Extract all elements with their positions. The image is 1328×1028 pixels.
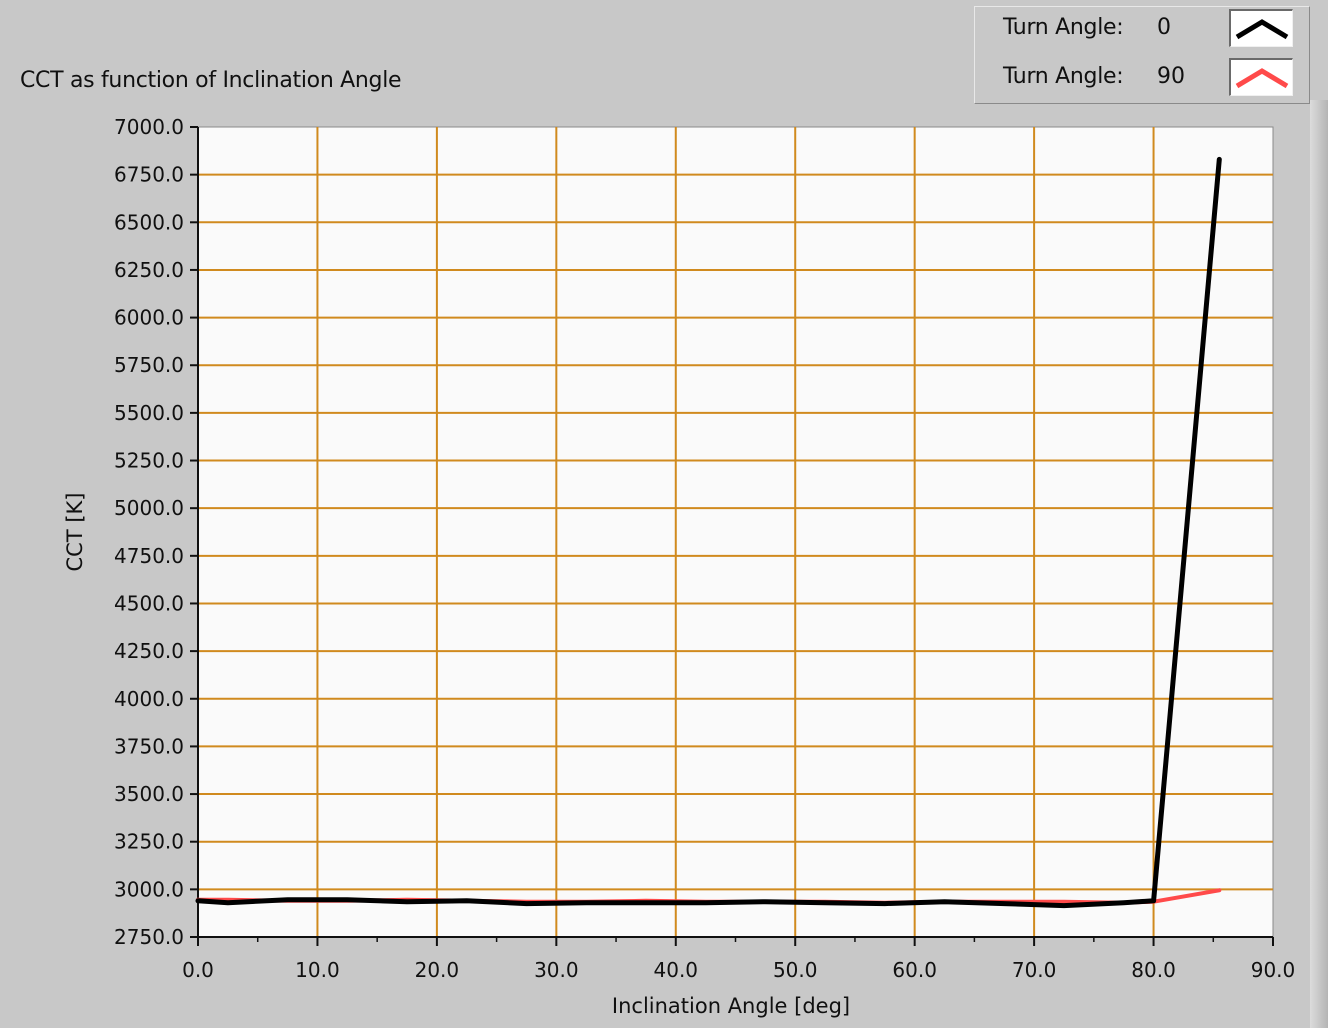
- y-tick-label: 5000.0: [114, 496, 184, 520]
- x-tick-label: 40.0: [654, 958, 699, 982]
- y-tick-label: 6000.0: [114, 306, 184, 330]
- y-tick-label: 3250.0: [114, 830, 184, 854]
- x-tick-label: 60.0: [892, 958, 937, 982]
- legend-label: Turn Angle:: [1003, 15, 1124, 40]
- plot-legend: Turn Angle: 0 Turn Angle: 90: [974, 6, 1310, 104]
- y-tick-label: 6750.0: [114, 163, 184, 187]
- panel-edge-strip: [1310, 100, 1328, 1028]
- series-group: [195, 156, 1222, 909]
- plot-background: [197, 126, 1274, 938]
- y-tick-label: 5500.0: [114, 401, 184, 425]
- x-tick-label: 30.0: [534, 958, 579, 982]
- series-line-turn-angle-0: [195, 156, 1222, 909]
- graph-title: CCT as function of Inclination Angle: [20, 68, 402, 93]
- y-tick-label: 2750.0: [114, 925, 184, 949]
- x-tick-label: 70.0: [1012, 958, 1057, 982]
- x-tick-label: 10.0: [295, 958, 340, 982]
- graph-title-bar: [6, 6, 970, 100]
- legend-value: 90: [1157, 64, 1185, 89]
- y-tick-label: 6500.0: [114, 210, 184, 234]
- y-tick-label: 3000.0: [114, 877, 184, 901]
- line-style-swatch-icon[interactable]: [1229, 58, 1293, 96]
- y-tick-label: 5250.0: [114, 449, 184, 473]
- y-tick-label: 3500.0: [114, 782, 184, 806]
- x-tick-label: 0.0: [182, 958, 214, 982]
- y-axis-title: CCT [K]: [63, 493, 87, 572]
- legend-label: Turn Angle:: [1003, 64, 1124, 89]
- grid-lines: [198, 127, 1273, 937]
- legend-item-turn-angle-0[interactable]: Turn Angle: 0: [975, 7, 1309, 53]
- y-tick-label: 6250.0: [114, 258, 184, 282]
- y-tick-label: 4250.0: [114, 639, 184, 663]
- y-tick-label: 3750.0: [114, 734, 184, 758]
- axes: 7000.0 6750.0 6500.0 6250.0 6000.0 5750.0 5500…: [114, 115, 1295, 982]
- legend-item-turn-angle-90[interactable]: Turn Angle: 90: [975, 56, 1309, 102]
- line-style-swatch-icon[interactable]: [1229, 9, 1293, 47]
- x-tick-label: 90.0: [1251, 958, 1296, 982]
- x-tick-label: 50.0: [773, 958, 818, 982]
- y-tick-label: 5750.0: [114, 353, 184, 377]
- y-tick-label: 4750.0: [114, 544, 184, 568]
- y-tick-label: 4000.0: [114, 687, 184, 711]
- y-tick-label: 4500.0: [114, 591, 184, 615]
- x-tick-label: 20.0: [415, 958, 460, 982]
- y-tick-label: 7000.0: [114, 115, 184, 139]
- x-tick-label: 80.0: [1131, 958, 1176, 982]
- x-axis-title: Inclination Angle [deg]: [612, 994, 850, 1018]
- legend-value: 0: [1157, 15, 1171, 40]
